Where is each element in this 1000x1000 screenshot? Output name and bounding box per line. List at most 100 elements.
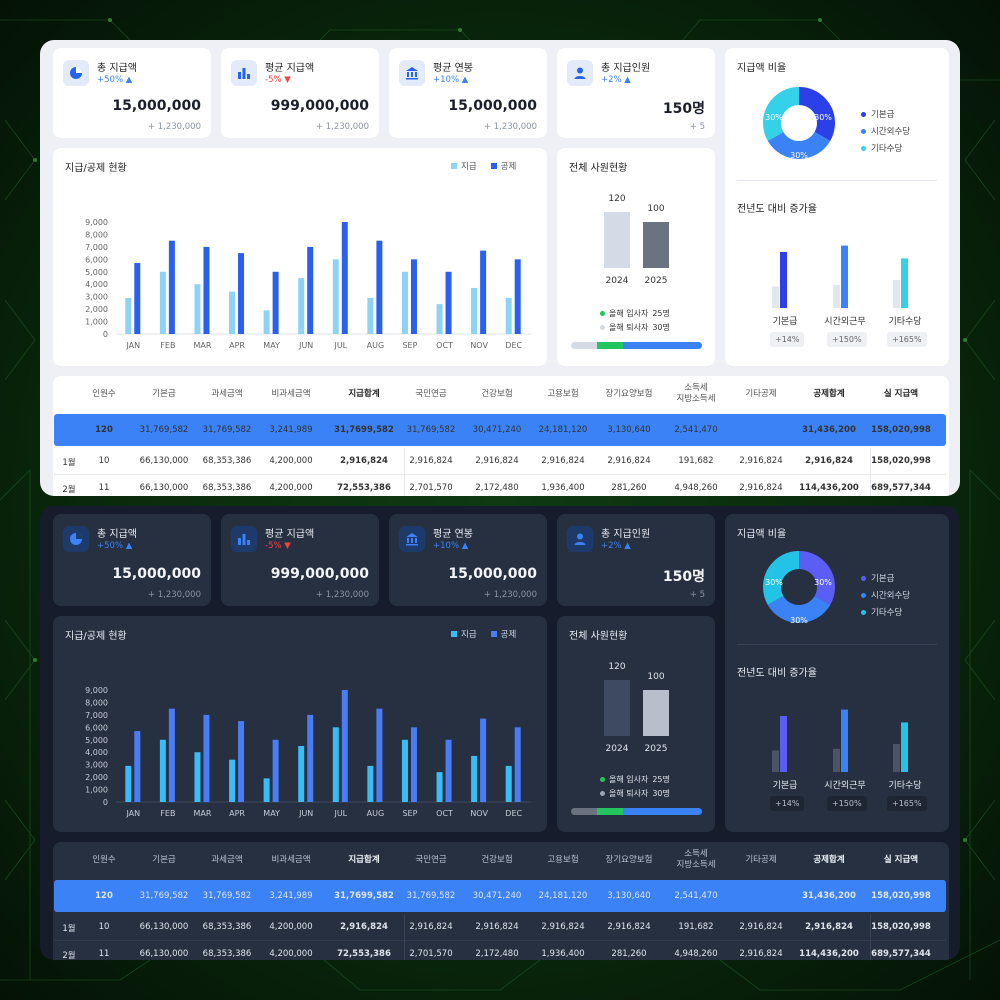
bar-deduction-oct[interactable] <box>445 271 452 334</box>
bar-deduction-apr[interactable] <box>238 721 245 802</box>
table-row[interactable]: 2월 11 66,130,000 68,353,386 4,200,000 72,553,… <box>54 941 946 960</box>
column-header[interactable]: 고용보험 <box>547 855 579 865</box>
growth-bar-current <box>901 258 908 308</box>
bar-pay-jul[interactable] <box>332 259 339 334</box>
bar-pay-sep[interactable] <box>401 739 408 802</box>
bar-pay-mar[interactable] <box>194 284 201 334</box>
column-header[interactable]: 실 지급액 <box>883 389 919 399</box>
column-header[interactable]: 지급합계 <box>348 389 380 399</box>
column-header[interactable]: 인원수 <box>92 389 116 399</box>
column-header[interactable]: 장기요양보험 <box>605 855 653 865</box>
bar-pay-nov[interactable] <box>471 287 478 334</box>
column-header[interactable]: 공제합계 <box>813 855 845 865</box>
bar-deduction-nov[interactable] <box>480 250 487 334</box>
bar-pay-jul[interactable] <box>332 727 339 802</box>
column-header[interactable]: 지급합계 <box>348 855 380 865</box>
column-header[interactable]: 건강보험 <box>481 855 513 865</box>
column-header[interactable]: 공제합계 <box>813 389 845 399</box>
bar-deduction-apr[interactable] <box>238 253 245 334</box>
x-tick-label: APR <box>229 809 245 818</box>
kpi-card-avg-pay[interactable]: 평균 지급액 -5% ▼ 999,000,000 + 1,230,000 <box>221 48 379 138</box>
bar-deduction-dec[interactable] <box>514 259 521 334</box>
bar-pay-sep[interactable] <box>401 271 408 334</box>
table-row[interactable]: 1월 10 66,130,000 68,353,386 4,200,000 2,916,8… <box>54 914 946 940</box>
bar-deduction-nov[interactable] <box>480 718 487 802</box>
column-header[interactable]: 고용보험 <box>547 389 579 399</box>
column-header[interactable]: 소득세 지방소득세 <box>676 849 716 870</box>
bar-pay-nov[interactable] <box>471 755 478 802</box>
bar-deduction-jan[interactable] <box>134 263 141 334</box>
ratio-donut-chart: 30% 30% 30% <box>763 87 835 160</box>
bar-pay-may[interactable] <box>263 778 270 802</box>
kpi-card-avg-pay[interactable]: 평균 지급액 -5% ▼ 999,000,000 + 1,230,000 <box>221 514 379 606</box>
bar-pay-oct[interactable] <box>436 304 443 334</box>
bar-pay-oct[interactable] <box>436 772 443 802</box>
bar-deduction-feb[interactable] <box>168 708 175 802</box>
y-tick-label: 4,000 <box>85 280 108 289</box>
table-total-row[interactable]: 120 31,769,582 31,769,582 3,241,989 31,7699,… <box>54 414 946 446</box>
kpi-card-avg-salary[interactable]: 평균 연봉 +10% ▲ 15,000,000 + 1,230,000 <box>389 514 547 606</box>
bar-deduction-jan[interactable] <box>134 731 141 802</box>
column-header[interactable]: 국민연금 <box>415 855 447 865</box>
kpi-card-total-pay[interactable]: 총 지급액 +50% ▲ 15,000,000 + 1,230,000 <box>53 514 211 606</box>
bar-pay-jan[interactable] <box>125 297 132 334</box>
bar-deduction-jun[interactable] <box>307 246 314 334</box>
kpi-card-avg-salary[interactable]: 평균 연봉 +10% ▲ 15,000,000 + 1,230,000 <box>389 48 547 138</box>
bar-deduction-sep[interactable] <box>410 727 417 802</box>
bar-pay-apr[interactable] <box>229 759 236 802</box>
bar-pay-apr[interactable] <box>229 291 236 334</box>
ratio-title: 지급액 비율 <box>737 529 787 540</box>
column-header[interactable]: 기본급 <box>152 855 176 865</box>
bar-deduction-aug[interactable] <box>376 708 383 802</box>
bar-pay-feb[interactable] <box>159 271 166 334</box>
column-header[interactable]: 비과세금액 <box>271 855 311 865</box>
kpi-card-headcount[interactable]: 총 지급인원 +2% ▲ 150명 + 5 <box>557 48 715 138</box>
column-header[interactable]: 건강보험 <box>481 389 513 399</box>
bar-pay-dec[interactable] <box>505 297 512 334</box>
column-header[interactable]: 장기요양보험 <box>605 389 653 399</box>
bar-deduction-mar[interactable] <box>203 714 210 802</box>
bar-deduction-dec[interactable] <box>514 727 521 802</box>
bar-deduction-oct[interactable] <box>445 739 452 802</box>
bar-deduction-may[interactable] <box>272 739 279 802</box>
column-header[interactable]: 국민연금 <box>415 389 447 399</box>
chart-legend: 지급 공제 <box>451 628 516 640</box>
bar-deduction-aug[interactable] <box>376 240 383 334</box>
bar-pay-feb[interactable] <box>159 739 166 802</box>
column-header[interactable]: 실 지급액 <box>883 855 919 865</box>
employee-count-2024: 120 <box>608 194 626 204</box>
table-row[interactable]: 1월 10 66,130,000 68,353,386 4,200,000 2,916,8… <box>54 448 946 474</box>
column-header[interactable]: 비과세금액 <box>271 389 311 399</box>
growth-bar-chart <box>772 245 908 308</box>
bar-pay-may[interactable] <box>263 310 270 334</box>
kpi-card-headcount[interactable]: 총 지급인원 +2% ▲ 150명 + 5 <box>557 514 715 606</box>
dot-joined <box>600 311 605 316</box>
table-row[interactable]: 2월 11 66,130,000 68,353,386 4,200,000 72,553,… <box>54 475 946 496</box>
table-cell: 2,916,824 <box>607 456 651 466</box>
bar-deduction-jun[interactable] <box>307 714 314 802</box>
bar-deduction-feb[interactable] <box>168 240 175 334</box>
column-header[interactable]: 과세금액 <box>211 389 243 399</box>
bar-deduction-sep[interactable] <box>410 259 417 334</box>
bar-pay-jun[interactable] <box>298 746 305 802</box>
bar-pay-aug[interactable] <box>367 765 374 802</box>
bar-deduction-jul[interactable] <box>341 690 348 802</box>
bar-deduction-jul[interactable] <box>341 222 348 334</box>
table-cell: 10 <box>98 456 110 466</box>
column-header[interactable]: 기본급 <box>152 389 176 399</box>
column-header[interactable]: 기타공제 <box>745 389 777 399</box>
bar-pay-dec[interactable] <box>505 765 512 802</box>
column-header[interactable]: 기타공제 <box>745 855 777 865</box>
bar-pay-jun[interactable] <box>298 278 305 334</box>
bar-deduction-mar[interactable] <box>203 246 210 334</box>
x-tick-label: NOV <box>470 809 488 818</box>
column-header[interactable]: 인원수 <box>92 855 116 865</box>
bar-pay-jan[interactable] <box>125 765 132 802</box>
table-total-row[interactable]: 120 31,769,582 31,769,582 3,241,989 31,7699,… <box>54 880 946 912</box>
bar-pay-mar[interactable] <box>194 752 201 802</box>
bar-deduction-may[interactable] <box>272 271 279 334</box>
column-header[interactable]: 과세금액 <box>211 855 243 865</box>
bar-pay-aug[interactable] <box>367 297 374 334</box>
column-header[interactable]: 소득세 지방소득세 <box>676 383 716 404</box>
kpi-card-total-pay[interactable]: 총 지급액 +50% ▲ 15,000,000 + 1,230,000 <box>53 48 211 138</box>
